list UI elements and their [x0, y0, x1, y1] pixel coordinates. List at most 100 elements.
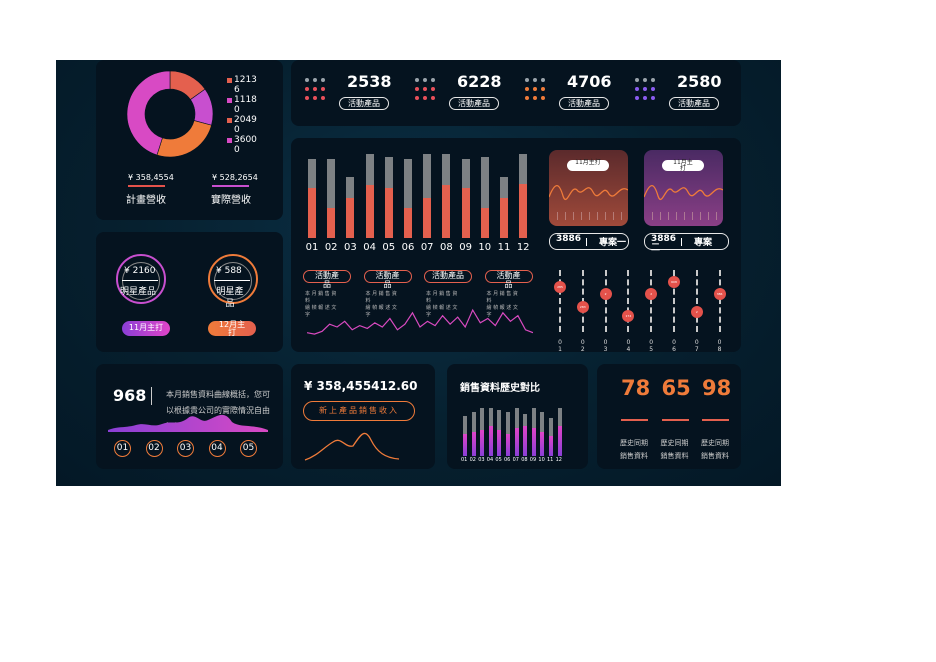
slider-knob[interactable]: 285 — [554, 281, 566, 294]
star-label: 明星產 品 — [216, 287, 244, 309]
legend-value: 1213 6 — [234, 75, 257, 95]
dot — [313, 78, 317, 82]
history-month-label: 05 — [495, 457, 502, 463]
dot — [423, 78, 427, 82]
legend-value: 3600 0 — [234, 135, 257, 155]
case-wave-path — [549, 184, 628, 200]
slider-knob[interactable]: 283 — [576, 301, 589, 314]
step-circle[interactable]: 01 — [114, 440, 131, 457]
kpi-label-pill[interactable]: 活動產品 — [559, 97, 609, 110]
case-tick — [565, 212, 566, 220]
history-month-label: 12 — [555, 457, 562, 463]
case-tick — [716, 212, 717, 220]
dot — [651, 96, 655, 100]
product-pill[interactable]: 活動產 品 — [303, 270, 351, 289]
month-label: 03 — [344, 242, 357, 253]
case-tick — [605, 212, 606, 220]
slider-label: 0 5 — [649, 339, 654, 353]
legend-swatch — [227, 138, 232, 143]
slider-label: 0 1 — [558, 339, 562, 353]
case-tick — [676, 212, 677, 220]
new-product-button-label: 新上產品銷售收入 — [319, 406, 399, 415]
comparison-panel: 78 歷史同期 銷售資料 65 歷史同期 銷售資料 98 歷史同期 銷售資料 — [597, 364, 741, 469]
history-bar-value — [497, 430, 502, 456]
dot — [305, 87, 309, 91]
slider-knob[interactable]: 174 — [622, 309, 635, 322]
case-value-bar[interactable]: 3886 二 專案 — [644, 233, 729, 253]
product-pill[interactable]: 活動產 品 — [363, 270, 412, 289]
dashboard-board: 1213 6 1118 0 2049 0 3600 0 ¥ 358,4554 計畫營收… — [56, 60, 781, 486]
case-value-bar[interactable]: 3886 專案一 — [549, 233, 629, 250]
slider-knob[interactable]: 2 — [645, 287, 658, 300]
donut-slice — [156, 120, 212, 158]
bar-value — [519, 184, 528, 238]
month-label: 12 — [516, 242, 530, 253]
case-value: 3886 — [556, 234, 582, 244]
kpi-label-pill[interactable]: 活動產品 — [339, 97, 389, 110]
dot — [415, 87, 419, 91]
summary-panel: 968 本月銷售資料曲線概括，您可 以根據貴公司的實際情況自由 添加資料 010… — [96, 364, 283, 469]
dot — [643, 78, 647, 82]
step-circle[interactable]: 02 — [145, 440, 163, 457]
month-label: 10 — [478, 242, 492, 253]
slider-track — [604, 270, 607, 332]
dot — [423, 96, 427, 100]
slider-knob[interactable]: 386 — [713, 287, 726, 300]
compare-value: 98 — [702, 376, 732, 400]
compare-value: 65 — [661, 376, 691, 400]
history-month-label: 09 — [529, 457, 537, 463]
step-circle[interactable]: 04 — [208, 440, 226, 457]
dot — [423, 87, 427, 91]
dot — [541, 78, 545, 82]
dot — [431, 78, 435, 82]
history-month-label: 01 — [461, 457, 468, 463]
slider-track — [650, 270, 653, 332]
slider-knob[interactable]: 608 — [668, 276, 680, 289]
donut-slice — [126, 70, 171, 156]
step-circle[interactable]: 03 — [177, 440, 194, 457]
compare-underline — [621, 419, 648, 421]
month-label: 08 — [440, 242, 453, 253]
step-circle[interactable]: 05 — [240, 440, 257, 457]
product-desc: 本 月 銷 售 資 料 繪 幀 報 述 文 字 — [305, 291, 337, 318]
case-tag[interactable]: 11月主打 — [567, 160, 609, 171]
summary-divider — [151, 387, 152, 405]
dots-icon — [525, 78, 553, 106]
new-product-button[interactable]: 新上產品銷售收入 — [303, 401, 415, 421]
slider-label: 0 2 — [580, 339, 585, 353]
planned-revenue-amount: ¥ 358,4554 — [128, 173, 174, 182]
sparkline-path — [307, 308, 533, 335]
kpi-label-pill[interactable]: 活動產品 — [669, 97, 719, 110]
product-pill[interactable]: 活動產 品 — [484, 270, 533, 289]
dot — [635, 96, 639, 100]
case-tag[interactable]: 11月主 打 — [662, 160, 704, 172]
case-tick — [557, 212, 558, 220]
dots-icon — [635, 78, 663, 106]
history-month-label: 11 — [547, 457, 554, 463]
slider-knob[interactable]: 2 — [599, 287, 612, 300]
product-pill[interactable]: 活動產品 — [424, 270, 472, 283]
dot — [643, 87, 647, 91]
slider-knob[interactable]: 2 — [690, 306, 703, 319]
case-label: 專案一 — [599, 238, 627, 248]
case-label: 專案 — [694, 238, 713, 248]
bar-value — [442, 185, 451, 238]
dot — [305, 78, 309, 82]
kpi-value: 4706 — [567, 72, 612, 91]
bar-value — [308, 188, 316, 238]
month-label: 05 — [382, 242, 396, 253]
history-bar-value — [471, 432, 476, 456]
star-button[interactable]: 12月主 打 — [208, 321, 256, 337]
case-tick — [660, 212, 661, 220]
star-button[interactable]: 11月主打 — [122, 321, 170, 336]
legend-value: 1118 0 — [234, 95, 257, 115]
case-tick — [708, 212, 709, 220]
dots-icon — [415, 78, 443, 106]
star-inner-ring — [214, 262, 252, 300]
sales-sparkline — [307, 308, 533, 335]
new-product-curve — [304, 432, 400, 461]
dot — [635, 78, 639, 82]
case-wave — [644, 184, 723, 200]
history-month-label: 06 — [504, 457, 511, 463]
kpi-label-pill[interactable]: 活動產品 — [449, 97, 499, 110]
